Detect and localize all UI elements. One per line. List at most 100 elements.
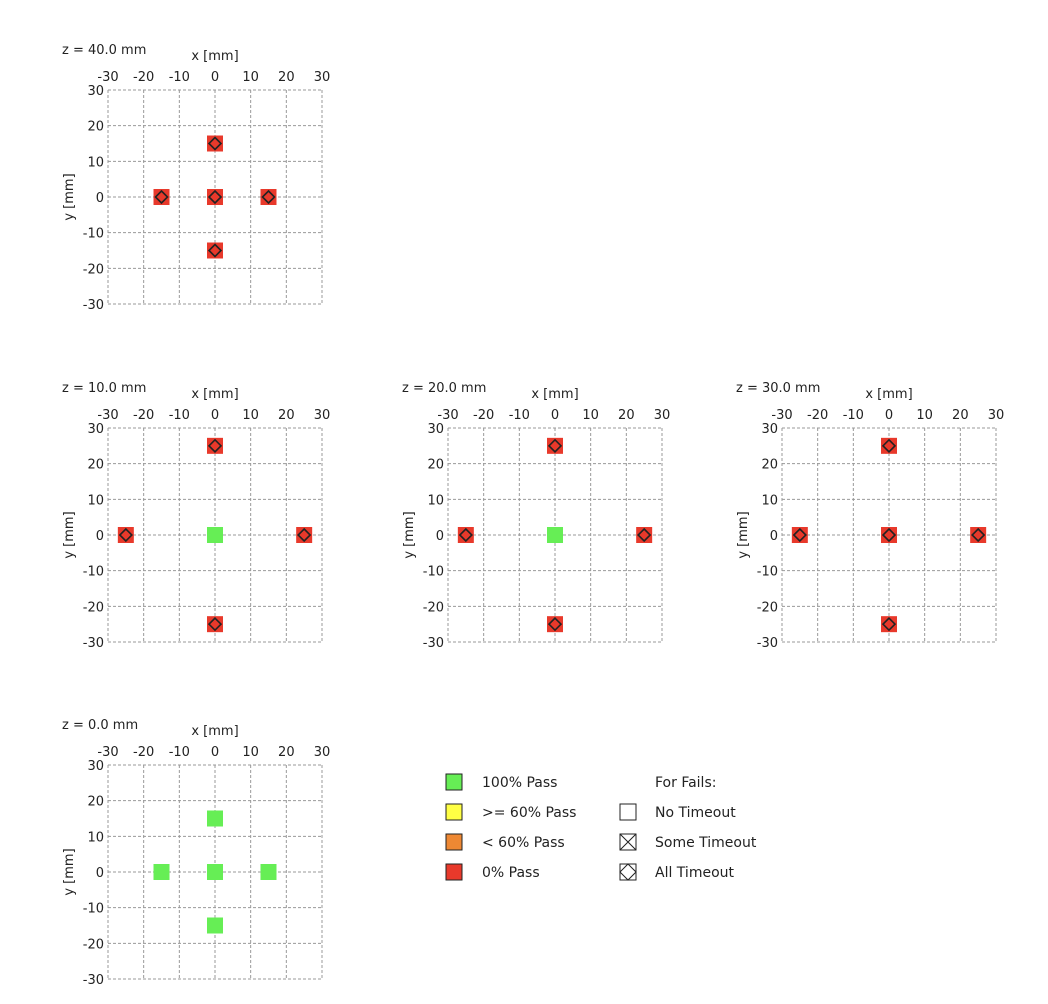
data-point	[791, 527, 808, 543]
y-tick-label: 20	[761, 458, 778, 473]
x-tick-label: 20	[618, 408, 635, 423]
diamond-icon	[792, 527, 807, 543]
data-point	[881, 616, 897, 633]
y-tick-label: -20	[757, 600, 778, 615]
point-square	[881, 437, 897, 454]
y-tick-label: -20	[83, 600, 104, 615]
diamond-icon	[547, 438, 563, 453]
data-point	[207, 135, 223, 152]
diamond-icon	[458, 527, 473, 543]
data-point	[117, 527, 134, 543]
data-point	[207, 189, 223, 205]
y-tick-label: 0	[96, 529, 104, 544]
x-tick-label: 10	[242, 70, 259, 85]
point-square	[547, 527, 563, 543]
panel-title: z = 0.0 mm	[62, 718, 138, 733]
x-axis-label: x [mm]	[531, 387, 578, 402]
y-tick-label: 10	[87, 830, 104, 845]
diamond-square-icon	[619, 863, 637, 881]
x-tick-label: -30	[771, 408, 792, 423]
y-tick-label: 0	[770, 529, 778, 544]
diamond-icon	[261, 189, 276, 205]
y-tick-label: 10	[427, 493, 444, 508]
point-square	[153, 189, 170, 205]
diamond-icon	[881, 438, 897, 453]
data-point	[207, 864, 223, 880]
point-square	[117, 527, 134, 543]
point-square	[636, 527, 653, 543]
panel-title: z = 20.0 mm	[402, 381, 486, 396]
x-tick-label: -30	[97, 408, 118, 423]
point-square	[970, 527, 987, 543]
point-square	[207, 437, 223, 454]
data-point	[636, 527, 653, 543]
y-tick-label: 30	[87, 84, 104, 99]
point-square	[153, 864, 170, 880]
panel-title: z = 40.0 mm	[62, 43, 146, 58]
diamond-icon	[971, 527, 986, 543]
data-point	[207, 527, 223, 543]
y-axis-label: y [mm]	[62, 173, 77, 220]
y-tick-label: 20	[427, 458, 444, 473]
x-tick-label: 0	[211, 408, 219, 423]
x-tick-label: 10	[582, 408, 599, 423]
data-point	[881, 437, 897, 454]
data-point	[207, 242, 223, 259]
y-tick-label: -10	[83, 902, 104, 917]
x-tick-label: -10	[169, 408, 190, 423]
legend-fails-header: For Fails:	[655, 775, 716, 791]
empty-square-icon	[619, 803, 637, 821]
panel-3: z = 30.0 mm x [mm] -30 -20 -10 0 10 20 30 30 20 10 0…	[736, 381, 1004, 651]
data-point	[881, 527, 897, 543]
point-square	[547, 437, 563, 454]
point-square	[547, 616, 563, 633]
y-tick-label: 20	[87, 458, 104, 473]
legend-label: < 60% Pass	[482, 835, 565, 851]
x-tick-label: -20	[133, 745, 154, 760]
x-tick-label: -20	[807, 408, 828, 423]
y-tick-label: 10	[761, 493, 778, 508]
x-tick-label: -30	[97, 745, 118, 760]
x-tick-label: 10	[916, 408, 933, 423]
x-tick-label: 30	[988, 408, 1005, 423]
y-tick-label: -10	[83, 227, 104, 242]
x-tick-label: 20	[952, 408, 969, 423]
y-axis-label: y [mm]	[736, 511, 751, 558]
legend-swatch	[445, 863, 463, 881]
legend-swatch	[445, 773, 463, 791]
y-tick-label: 20	[87, 795, 104, 810]
y-tick-label: -10	[83, 565, 104, 580]
x-tick-label: 0	[885, 408, 893, 423]
x-tick-label: 20	[278, 745, 295, 760]
y-tick-label: 0	[96, 191, 104, 206]
point-square	[207, 242, 223, 259]
data-point	[153, 864, 170, 880]
x-tick-label: 20	[278, 408, 295, 423]
data-point	[207, 917, 223, 934]
point-square	[791, 527, 808, 543]
panel-title: z = 30.0 mm	[736, 381, 820, 396]
data-point	[547, 437, 563, 454]
legend-swatch	[445, 833, 463, 851]
y-axis-label: y [mm]	[62, 511, 77, 558]
x-tick-label: 30	[314, 70, 331, 85]
y-tick-label: -30	[757, 636, 778, 651]
y-tick-label: -20	[83, 262, 104, 277]
legend-label: No Timeout	[655, 805, 736, 821]
y-tick-label: -30	[83, 636, 104, 651]
x-tick-label: 30	[314, 745, 331, 760]
point-square	[207, 527, 223, 543]
x-tick-label: 10	[242, 745, 259, 760]
x-tick-label: 0	[211, 745, 219, 760]
legend-label: All Timeout	[655, 865, 735, 881]
point-square	[296, 527, 313, 543]
point-square	[207, 917, 223, 934]
data-point	[970, 527, 987, 543]
diamond-icon	[637, 527, 652, 543]
y-tick-label: 30	[87, 759, 104, 774]
x-tick-label: 0	[211, 70, 219, 85]
crossed-square-icon	[619, 833, 637, 851]
diamond-icon	[154, 189, 169, 205]
legend-swatch	[445, 803, 463, 821]
x-axis-label: x [mm]	[191, 387, 238, 402]
